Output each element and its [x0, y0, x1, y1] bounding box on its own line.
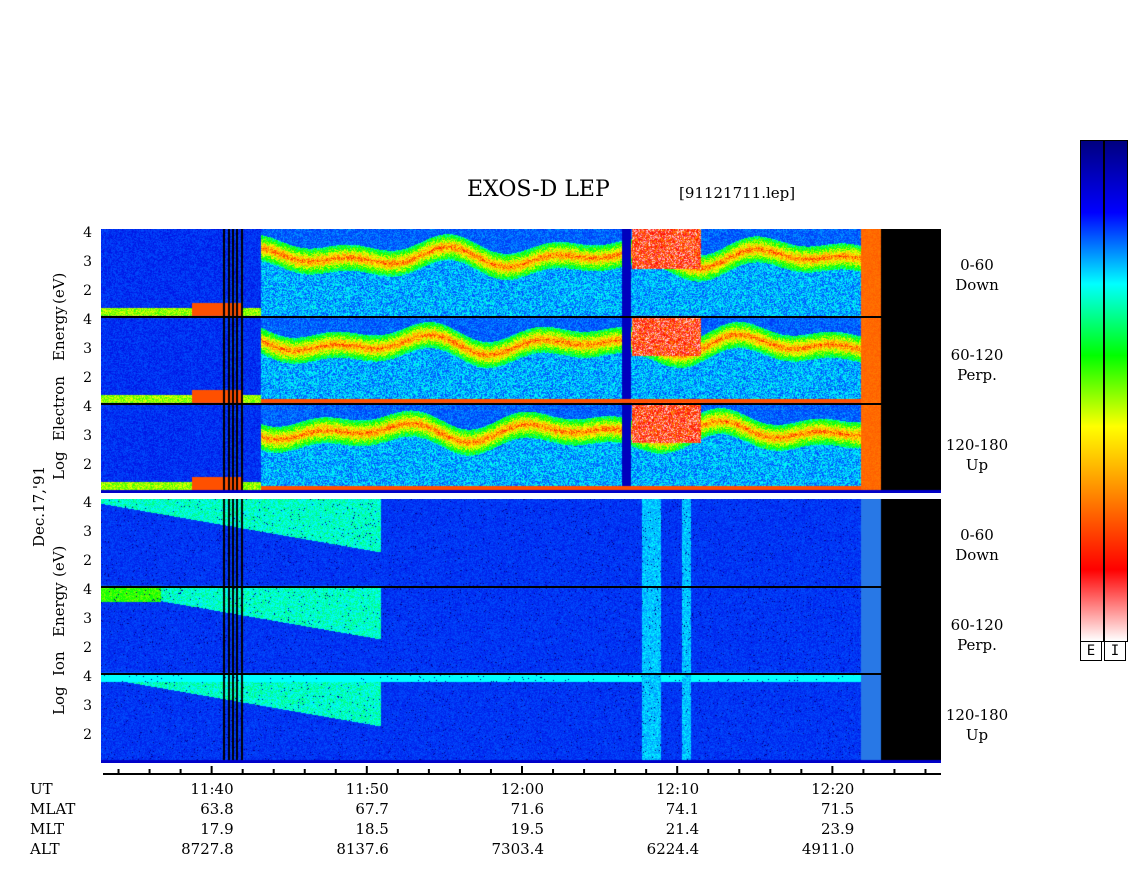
- x-tick-label: 12:20: [811, 780, 855, 798]
- colorbar-ion: [1104, 140, 1128, 642]
- electron-axis-label-unit: (eV): [50, 272, 68, 304]
- x-tick-label: 11:40: [190, 780, 234, 798]
- y-tick-label: 2: [83, 370, 92, 386]
- y-tick-label: 3: [83, 611, 92, 627]
- y-tick-label: 3: [83, 698, 92, 714]
- colorbar-label-e: E: [1080, 641, 1102, 661]
- colorbar-label-i: I: [1104, 641, 1126, 661]
- y-tick-label: 3: [83, 428, 92, 444]
- ion-axis-label-log: Log: [50, 686, 68, 715]
- electron-spectrogram-canvas: [101, 229, 941, 493]
- row-label-mlt: MLT: [30, 820, 65, 838]
- alt-value: 4911.0: [801, 840, 855, 858]
- alt-value: 8137.6: [336, 840, 389, 858]
- mlt-value: 23.9: [820, 820, 855, 838]
- ion-axis-label-energy: Energy: [50, 582, 68, 637]
- y-tick-label: 4: [83, 225, 92, 241]
- mlat-value: 67.7: [355, 800, 389, 818]
- alt-value: 6224.4: [646, 840, 700, 858]
- mlt-value: 21.4: [665, 820, 700, 838]
- y-tick-label: 4: [83, 399, 92, 415]
- y-tick-label: 2: [83, 640, 92, 656]
- ion-axis-label-unit: (eV): [50, 545, 68, 577]
- alt-value: 7303.4: [491, 840, 545, 858]
- row-label-ut: UT: [30, 780, 53, 798]
- x-tick-label: 12:00: [500, 780, 544, 798]
- panel-label: 120-180 Up: [945, 706, 1009, 744]
- y-tick-label: 3: [83, 341, 92, 357]
- y-tick-label: 2: [83, 283, 92, 299]
- panel-divider: [101, 316, 941, 318]
- y-tick-label: 4: [83, 312, 92, 328]
- electron-axis-label-log: Log: [50, 451, 68, 480]
- y-tick-label: 2: [83, 727, 92, 743]
- x-tick-label: 11:50: [345, 780, 389, 798]
- mlt-value: 19.5: [510, 820, 544, 838]
- y-tick-label: 4: [83, 582, 92, 598]
- y-tick-label: 4: [83, 669, 92, 685]
- alt-value: 8727.8: [181, 840, 234, 858]
- panel-label: 0-60 Down: [955, 526, 999, 564]
- y-tick-label: 4: [83, 495, 92, 511]
- x-tick-label: 12:10: [655, 780, 700, 798]
- y-tick-label: 3: [83, 524, 92, 540]
- panel-label: 60-120 Perp.: [950, 346, 1004, 384]
- file-name: [91121711.lep]: [679, 184, 796, 202]
- row-label-mlat: MLAT: [30, 800, 76, 818]
- panel-label: 0-60 Down: [955, 256, 999, 294]
- colorbar-electron: [1080, 140, 1104, 642]
- y-tick-label: 2: [83, 553, 92, 569]
- x-axis: [103, 766, 941, 775]
- panel-label: 60-120 Perp.: [950, 616, 1004, 654]
- ion-spectrogram: [101, 499, 941, 763]
- panel-divider: [101, 586, 941, 588]
- y-tick-label: 3: [83, 254, 92, 270]
- chart-title: EXOS-D LEP: [467, 177, 610, 202]
- panel-divider: [101, 673, 941, 675]
- panel-divider: [101, 403, 941, 405]
- mlat-value: 71.5: [820, 800, 855, 818]
- mlt-value: 17.9: [200, 820, 234, 838]
- panel-label: 120-180 Up: [945, 436, 1009, 474]
- date-label: Dec.17,'91: [30, 465, 48, 547]
- y-tick-label: 2: [83, 457, 92, 473]
- mlat-value: 71.6: [510, 800, 544, 818]
- electron-axis-label-species: Electron: [50, 376, 68, 441]
- ion-spectrogram-canvas: [101, 499, 941, 763]
- row-label-alt: ALT: [30, 840, 60, 858]
- mlat-value: 63.8: [200, 800, 234, 818]
- electron-axis-label-energy: Energy: [50, 306, 68, 361]
- ion-axis-label-species: Ion: [50, 651, 68, 676]
- electron-spectrogram: [101, 229, 941, 493]
- mlt-value: 18.5: [355, 820, 389, 838]
- mlat-value: 74.1: [665, 800, 700, 818]
